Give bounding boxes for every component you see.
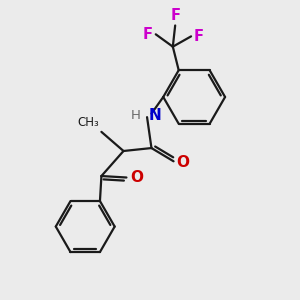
Text: H: H [131, 109, 141, 122]
Text: N: N [148, 108, 161, 123]
Text: O: O [176, 155, 189, 170]
Text: CH₃: CH₃ [77, 116, 99, 129]
Text: O: O [130, 170, 143, 185]
Text: F: F [194, 29, 204, 44]
Text: F: F [143, 27, 153, 42]
Text: F: F [170, 8, 180, 22]
